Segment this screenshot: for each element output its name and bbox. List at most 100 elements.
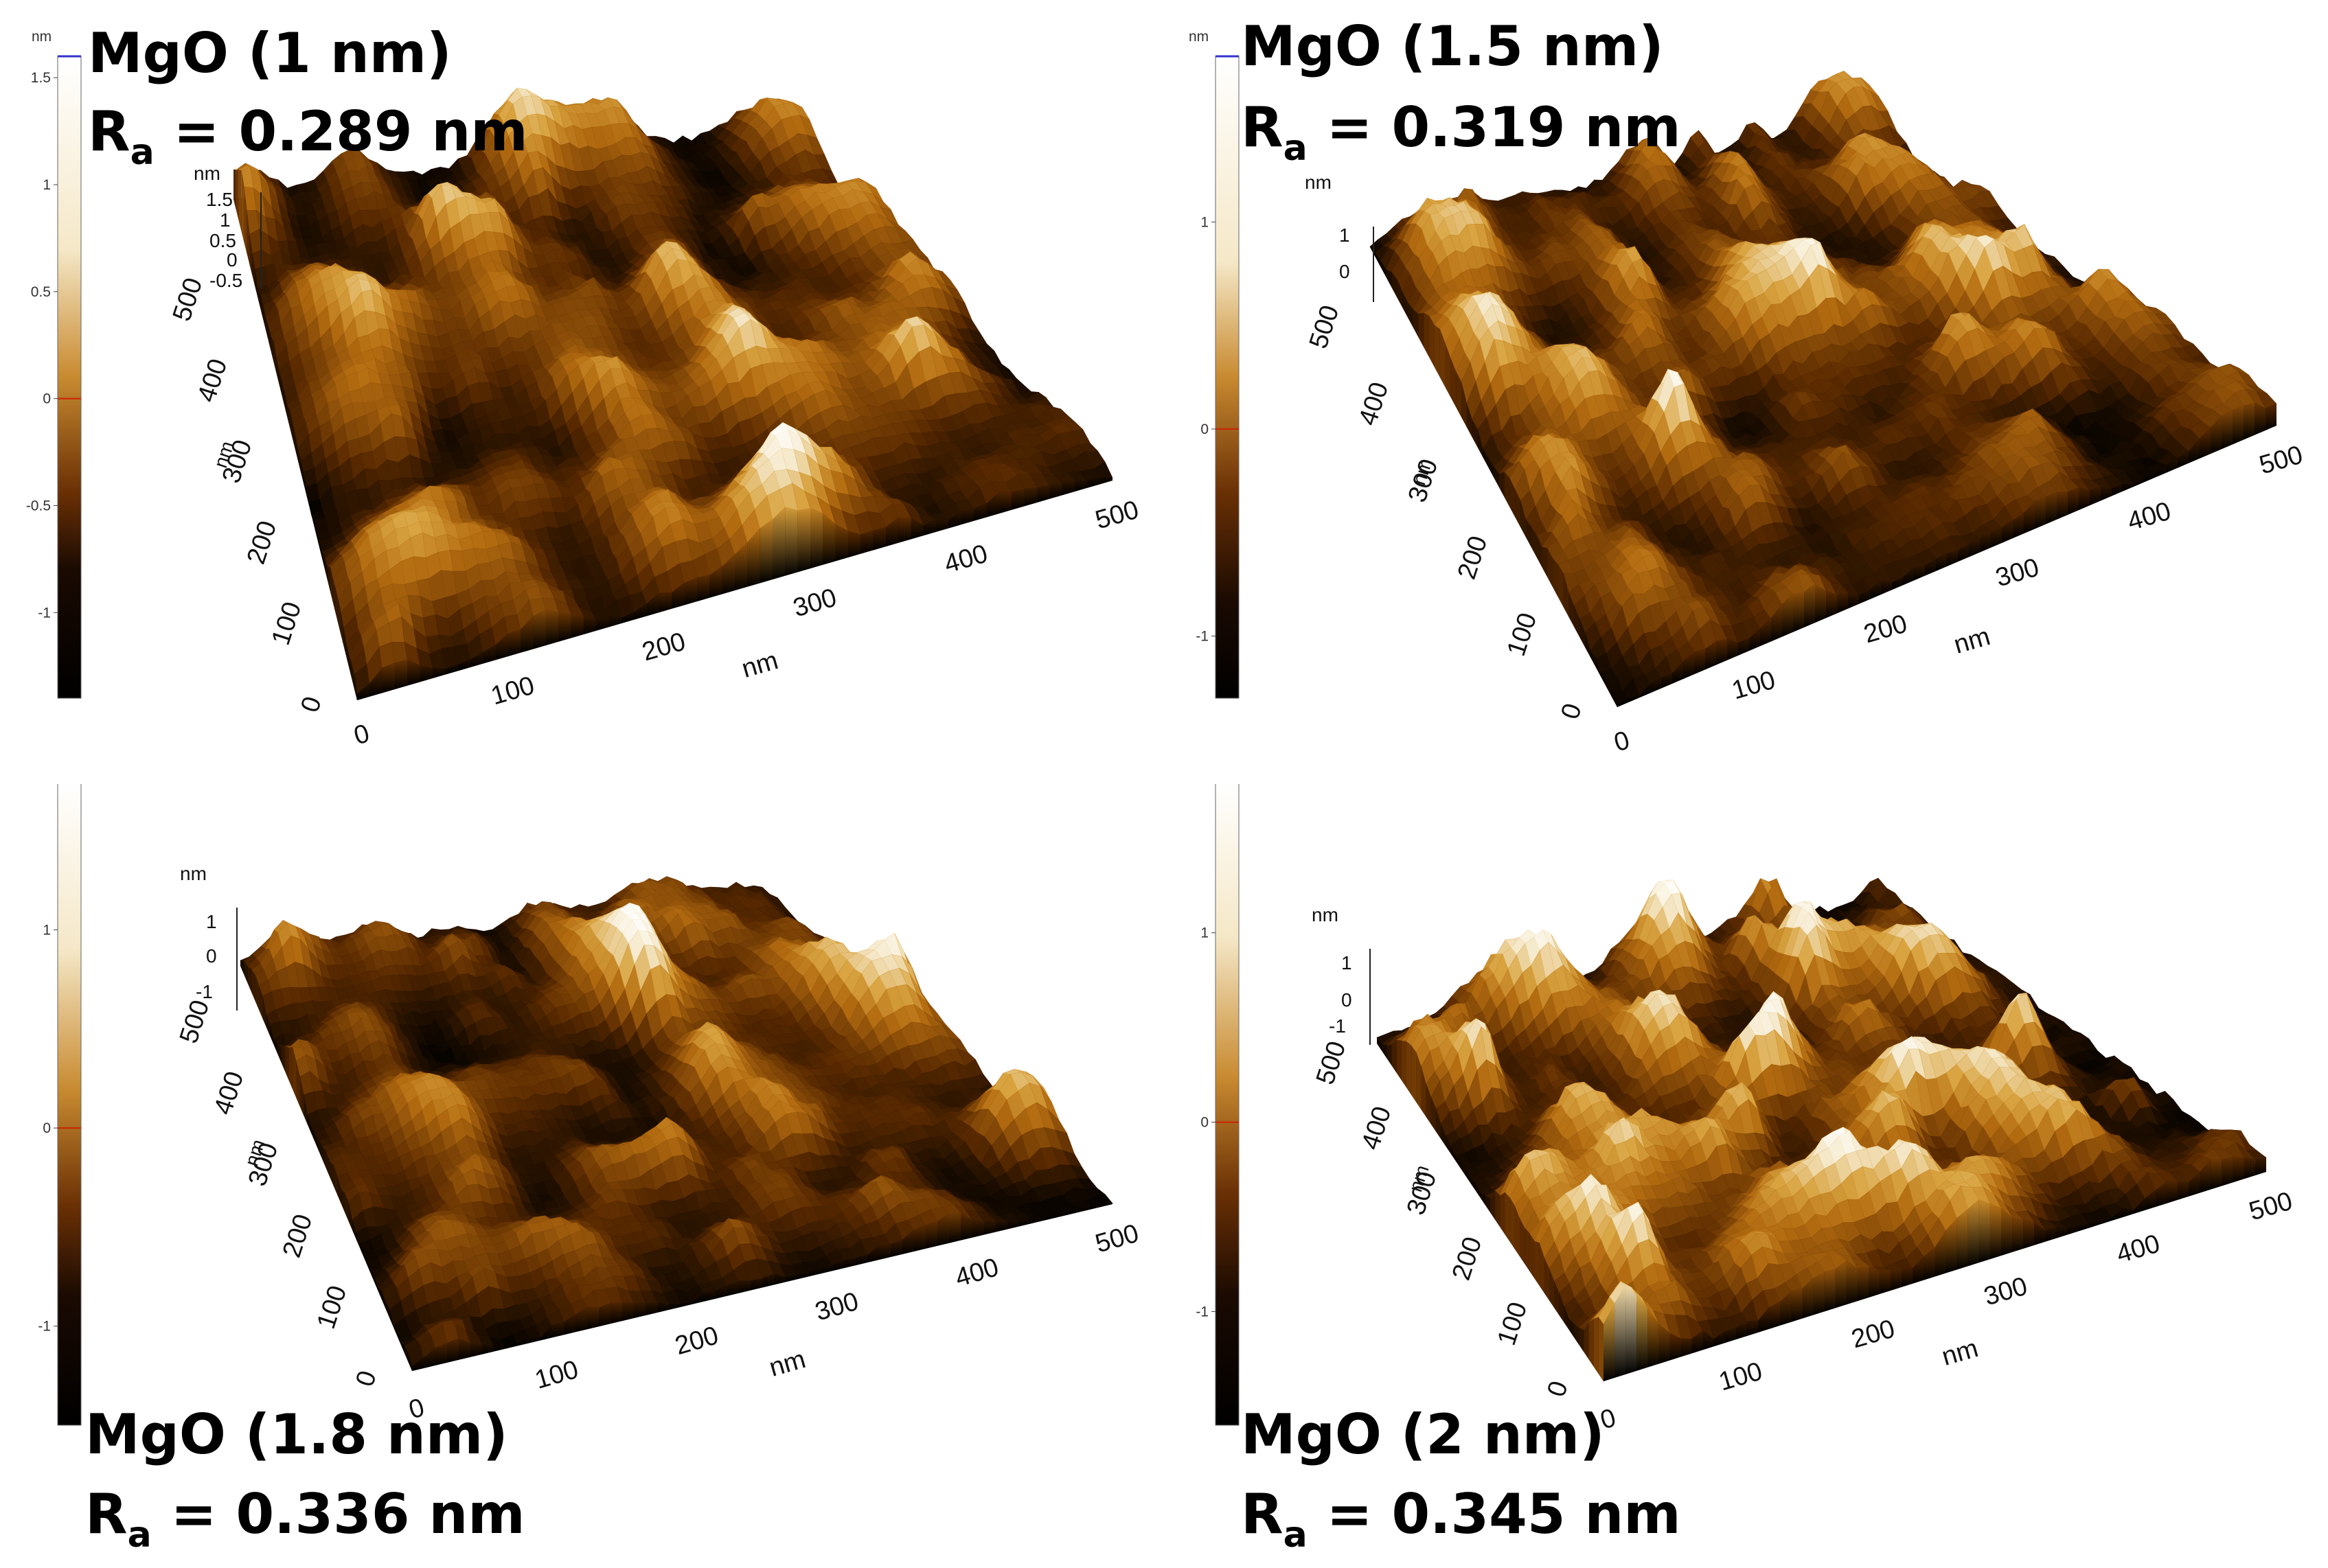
- axis-tick: 200: [1848, 1315, 1898, 1354]
- axis-tick: 0: [351, 719, 373, 750]
- axis-tick: 400: [2124, 497, 2174, 537]
- roughness-label: Ra = 0.336 nm: [85, 1487, 525, 1556]
- colorbar-tick: -1: [1196, 1304, 1209, 1319]
- axis-tick: 400: [1356, 1103, 1397, 1153]
- colorbar-tick: -1: [1196, 629, 1209, 645]
- afm-panel-1-graphic: nm 1.510.50-0.5-1 nm 1.5 1 0.5 0 -0.5 01…: [26, 29, 1142, 751]
- z-tick-2: -1: [196, 981, 213, 1002]
- z-tick-1: 0: [1339, 261, 1350, 282]
- axis-tick: 300: [1992, 553, 2042, 593]
- z-tick-3: 0: [227, 249, 238, 270]
- axis-tick: 500: [1092, 1219, 1142, 1259]
- axis-tick: 200: [1452, 533, 1494, 583]
- z-axis-unit: nm: [1312, 904, 1338, 925]
- z-tick-4: -0.5: [209, 270, 242, 291]
- axis-tick: 500: [174, 997, 216, 1047]
- ra-symbol: R: [88, 100, 130, 163]
- axis-tick: 500: [1092, 496, 1142, 535]
- axis-tick: 200: [639, 627, 689, 667]
- axis-tick: 200: [672, 1321, 722, 1361]
- ra-symbol: R: [1241, 1482, 1283, 1546]
- axis-tick: 400: [1354, 379, 1395, 429]
- axis-tick: 500: [2246, 1187, 2296, 1227]
- x-axis-unit: nm: [1939, 1334, 1981, 1372]
- z-axis-unit: nm: [180, 863, 207, 884]
- colorbar: [1215, 56, 1240, 699]
- colorbar: [57, 784, 82, 1426]
- ra-value: = 0.289 nm: [173, 100, 528, 163]
- axis-tick: 200: [242, 518, 283, 568]
- axis-tick: 500: [1304, 302, 1345, 352]
- axis-tick: 0: [1542, 1378, 1573, 1400]
- ra-value: = 0.336 nm: [170, 1482, 525, 1546]
- colorbar-tick: 1: [1200, 925, 1209, 941]
- colorbar-tick: 1.5: [31, 70, 51, 86]
- axis-tick: 300: [1981, 1272, 2031, 1312]
- colorbar-tick: 0: [43, 391, 51, 407]
- colorbar-tick: -0.5: [26, 498, 51, 514]
- ra-symbol: R: [1241, 95, 1283, 159]
- roughness-label: Ra = 0.319 nm: [1241, 100, 1681, 169]
- x-axis-unit: nm: [1951, 622, 1994, 660]
- ra-value: = 0.345 nm: [1326, 1482, 1681, 1546]
- axis-tick: 300: [812, 1287, 862, 1327]
- ra-symbol: R: [85, 1482, 128, 1546]
- axis-tick: 100: [488, 671, 538, 711]
- axis-tick: 500: [2256, 441, 2306, 481]
- x-axis-unit: nm: [766, 1345, 809, 1383]
- axis-tick: 0: [1611, 726, 1633, 757]
- z-axis-unit: nm: [1305, 172, 1332, 193]
- z-tick-0: 1: [1341, 952, 1352, 973]
- colorbar-unit: nm: [32, 29, 52, 45]
- axis-tick: 100: [266, 599, 308, 649]
- z-tick-2: 0.5: [209, 230, 236, 251]
- panel-title: MgO (1.8 nm): [85, 1403, 508, 1466]
- colorbar-tick: 1: [43, 922, 51, 938]
- colorbar-tick: 0: [1200, 1115, 1209, 1131]
- axis-tick: 100: [1728, 666, 1779, 706]
- colorbar-tick: 1: [1200, 214, 1209, 230]
- colorbar-tick: 0.5: [31, 284, 51, 300]
- panel-title: MgO (1 nm): [88, 21, 452, 85]
- colorbar: [1215, 784, 1240, 1426]
- z-tick-0: 1: [206, 911, 217, 932]
- ra-value: = 0.319 nm: [1326, 95, 1681, 159]
- axis-tick: 400: [952, 1253, 1002, 1293]
- axis-tick: 100: [1502, 610, 1543, 660]
- z-tick-2: -1: [1329, 1015, 1346, 1037]
- axis-tick: 400: [941, 540, 991, 579]
- z-tick-0: 1.5: [206, 189, 233, 210]
- ra-subscript: a: [1283, 128, 1308, 169]
- z-tick-1: 0: [1341, 989, 1352, 1011]
- axis-tick: 300: [790, 584, 840, 623]
- axis-tick: 200: [1447, 1234, 1488, 1284]
- colorbar-tick: 1: [43, 177, 51, 193]
- z-tick-0: 1: [1339, 224, 1350, 246]
- axis-tick: 200: [277, 1211, 319, 1261]
- axis-tick: 500: [1311, 1038, 1352, 1088]
- axis-tick: 200: [1860, 610, 1910, 649]
- axis-tick: 100: [1492, 1299, 1533, 1349]
- axis-tick: 100: [312, 1282, 353, 1333]
- ra-subscript: a: [127, 1514, 152, 1556]
- z-tick-1: 0: [206, 945, 217, 967]
- afm-panel-2: nm 1 0 -1 nm 1 0 0 100 200 300 400 500 nm 0 100 20…: [1164, 0, 2328, 784]
- ra-subscript: a: [130, 132, 155, 173]
- z-axis-unit: nm: [194, 163, 220, 184]
- ra-subscript: a: [1283, 1514, 1308, 1556]
- colorbar-unit: nm: [1189, 29, 1209, 45]
- axis-tick: 0: [350, 1368, 382, 1390]
- colorbar: [57, 56, 82, 699]
- roughness-label: Ra = 0.289 nm: [88, 104, 528, 173]
- axis-tick: 500: [168, 275, 209, 325]
- colorbar-tick: -1: [38, 1319, 51, 1335]
- panel-title: MgO (1.5 nm): [1241, 14, 1664, 78]
- colorbar-tick: 0: [43, 1120, 51, 1136]
- axis-tick: 0: [1555, 700, 1587, 723]
